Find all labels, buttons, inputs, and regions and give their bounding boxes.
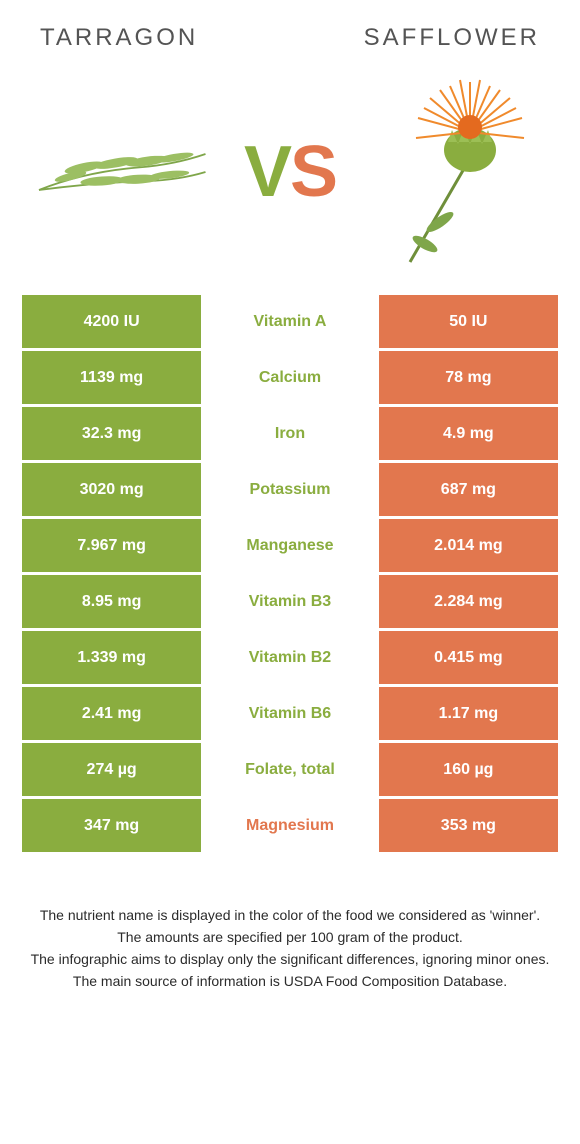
table-row: 274 µgFolate, total160 µg	[22, 743, 558, 799]
nutrient-name: Vitamin B3	[204, 575, 376, 628]
nutrient-table: 4200 IUVitamin A50 IU1139 mgCalcium78 mg…	[22, 292, 558, 855]
table-row: 2.41 mgVitamin B61.17 mg	[22, 687, 558, 743]
table-row: 3020 mgPotassium687 mg	[22, 463, 558, 519]
left-value: 3020 mg	[22, 463, 204, 516]
left-value: 1139 mg	[22, 351, 204, 404]
nutrient-name: Vitamin A	[204, 295, 376, 348]
nutrient-name: Iron	[204, 407, 376, 460]
table-row: 32.3 mgIron4.9 mg	[22, 407, 558, 463]
footnote-line: The main source of information is USDA F…	[28, 971, 552, 992]
right-value: 4.9 mg	[376, 407, 558, 460]
table-row: 347 mgMagnesium353 mg	[22, 799, 558, 855]
table-row: 7.967 mgManganese2.014 mg	[22, 519, 558, 575]
right-value: 50 IU	[376, 295, 558, 348]
nutrient-name: Folate, total	[204, 743, 376, 796]
vs-label: VS	[244, 131, 336, 213]
right-value: 2.284 mg	[376, 575, 558, 628]
vs-v: V	[244, 132, 290, 212]
footnotes: The nutrient name is displayed in the co…	[28, 905, 552, 992]
right-value: 160 µg	[376, 743, 558, 796]
vs-s: S	[290, 132, 336, 212]
left-value: 274 µg	[22, 743, 204, 796]
right-food-title: Safflower	[364, 24, 540, 52]
nutrient-name: Calcium	[204, 351, 376, 404]
nutrient-name: Magnesium	[204, 799, 376, 852]
right-value: 1.17 mg	[376, 687, 558, 740]
right-value: 78 mg	[376, 351, 558, 404]
left-value: 347 mg	[22, 799, 204, 852]
right-value: 0.415 mg	[376, 631, 558, 684]
left-value: 2.41 mg	[22, 687, 204, 740]
left-value: 32.3 mg	[22, 407, 204, 460]
left-food-title: Tarragon	[40, 24, 198, 52]
footnote-line: The amounts are specified per 100 gram o…	[28, 927, 552, 948]
tarragon-icon	[30, 112, 210, 232]
right-value: 687 mg	[376, 463, 558, 516]
nutrient-name: Vitamin B2	[204, 631, 376, 684]
images-row: VS	[0, 62, 580, 282]
tarragon-image	[30, 82, 210, 262]
header: Tarragon Safflower	[0, 0, 580, 62]
table-row: 1139 mgCalcium78 mg	[22, 351, 558, 407]
left-value: 1.339 mg	[22, 631, 204, 684]
footnote-line: The nutrient name is displayed in the co…	[28, 905, 552, 926]
left-value: 8.95 mg	[22, 575, 204, 628]
left-value: 4200 IU	[22, 295, 204, 348]
nutrient-name: Potassium	[204, 463, 376, 516]
nutrient-name: Vitamin B6	[204, 687, 376, 740]
right-value: 2.014 mg	[376, 519, 558, 572]
table-row: 8.95 mgVitamin B32.284 mg	[22, 575, 558, 631]
safflower-icon	[370, 72, 550, 272]
table-row: 4200 IUVitamin A50 IU	[22, 295, 558, 351]
left-value: 7.967 mg	[22, 519, 204, 572]
footnote-line: The infographic aims to display only the…	[28, 949, 552, 970]
nutrient-name: Manganese	[204, 519, 376, 572]
safflower-image	[370, 82, 550, 262]
right-value: 353 mg	[376, 799, 558, 852]
table-row: 1.339 mgVitamin B20.415 mg	[22, 631, 558, 687]
